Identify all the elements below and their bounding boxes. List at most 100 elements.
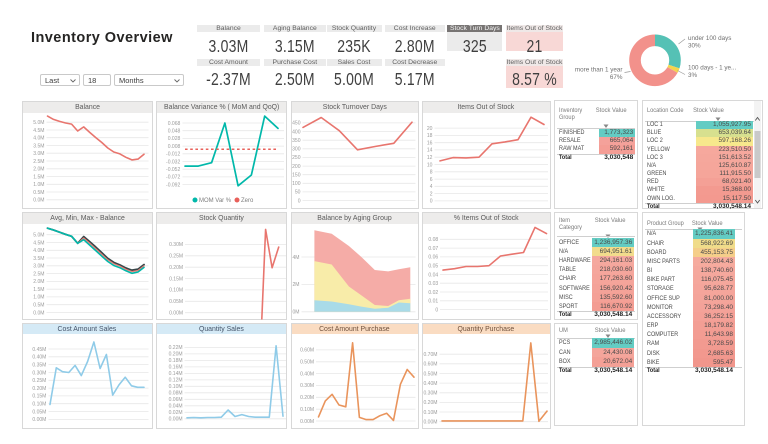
svg-text:0.30M: 0.30M [300, 383, 314, 389]
svg-text:1.0M: 1.0M [33, 294, 44, 300]
svg-text:2.0M: 2.0M [33, 166, 44, 172]
svg-text:5.0M: 5.0M [33, 232, 44, 238]
svg-text:8: 8 [429, 169, 432, 175]
svg-text:14: 14 [426, 147, 432, 153]
svg-text:0.60M: 0.60M [300, 348, 314, 354]
svg-text:0.05: 0.05 [428, 263, 438, 269]
svg-text:MOM Var %: MOM Var % [199, 198, 232, 204]
svg-text:0.45M: 0.45M [32, 347, 46, 353]
svg-text:350: 350 [292, 138, 301, 144]
svg-text:3.0M: 3.0M [33, 263, 44, 269]
svg-text:0.06M: 0.06M [168, 397, 182, 403]
svg-text:2.5M: 2.5M [33, 158, 44, 164]
svg-text:450: 450 [292, 120, 301, 126]
svg-text:0.048: 0.048 [167, 128, 180, 134]
svg-text:250: 250 [292, 155, 301, 161]
svg-text:-0.012: -0.012 [166, 151, 180, 157]
svg-text:67%: 67% [610, 74, 623, 81]
svg-text:-0.072: -0.072 [166, 174, 180, 180]
svg-text:0.06: 0.06 [428, 254, 438, 260]
svg-text:0.10M: 0.10M [169, 287, 183, 293]
svg-text:0.028: 0.028 [167, 136, 180, 142]
svg-text:0.50M: 0.50M [423, 371, 437, 377]
svg-text:0.15M: 0.15M [169, 276, 183, 282]
svg-text:12: 12 [426, 155, 432, 161]
svg-text:0.00M: 0.00M [169, 310, 183, 316]
svg-text:0.00M: 0.00M [423, 420, 437, 426]
svg-text:4.5M: 4.5M [33, 240, 44, 246]
svg-text:0.08: 0.08 [428, 237, 438, 243]
svg-text:0.20M: 0.20M [169, 265, 183, 271]
svg-text:0.20M: 0.20M [168, 352, 182, 358]
svg-text:4.5M: 4.5M [33, 127, 44, 133]
svg-text:0.05M: 0.05M [169, 299, 183, 305]
svg-text:16: 16 [426, 140, 432, 146]
svg-text:3.5M: 3.5M [33, 143, 44, 149]
svg-text:0.50M: 0.50M [300, 360, 314, 366]
svg-text:0.01: 0.01 [428, 298, 438, 304]
svg-text:3%: 3% [688, 72, 698, 79]
svg-text:0.30M: 0.30M [169, 242, 183, 248]
svg-text:4M: 4M [292, 254, 299, 260]
svg-text:0.18M: 0.18M [168, 358, 182, 364]
svg-text:0.5M: 0.5M [33, 189, 44, 195]
svg-text:0.40M: 0.40M [423, 381, 437, 387]
svg-text:0.35M: 0.35M [32, 362, 46, 368]
svg-text:0M: 0M [292, 309, 299, 315]
svg-text:0.20M: 0.20M [32, 386, 46, 392]
svg-text:0.30M: 0.30M [423, 391, 437, 397]
svg-text:50: 50 [294, 189, 300, 195]
svg-text:0.10M: 0.10M [300, 407, 314, 413]
svg-text:4: 4 [429, 184, 432, 190]
svg-text:0.25M: 0.25M [169, 253, 183, 259]
svg-text:5.0M: 5.0M [33, 120, 44, 126]
svg-text:0.02: 0.02 [428, 289, 438, 295]
svg-text:0.40M: 0.40M [300, 371, 314, 377]
svg-text:2.5M: 2.5M [33, 271, 44, 277]
svg-text:4.0M: 4.0M [33, 248, 44, 254]
svg-text:0.22M: 0.22M [168, 345, 182, 351]
svg-text:400: 400 [292, 129, 301, 135]
svg-text:0.16M: 0.16M [168, 365, 182, 371]
svg-text:0.08M: 0.08M [168, 391, 182, 397]
svg-text:0: 0 [435, 307, 438, 313]
svg-text:0.00M: 0.00M [32, 417, 46, 423]
svg-text:0.07: 0.07 [428, 245, 438, 251]
svg-text:0.0M: 0.0M [33, 197, 44, 203]
svg-text:0.10M: 0.10M [32, 402, 46, 408]
svg-text:0: 0 [429, 198, 432, 204]
svg-text:20: 20 [426, 125, 432, 131]
svg-text:0.10M: 0.10M [423, 410, 437, 416]
svg-text:3.5M: 3.5M [33, 255, 44, 261]
svg-text:0.04: 0.04 [428, 272, 438, 278]
svg-text:1.0M: 1.0M [33, 182, 44, 188]
svg-text:0.03: 0.03 [428, 281, 438, 287]
svg-text:0: 0 [297, 198, 300, 204]
svg-text:2: 2 [429, 191, 432, 197]
svg-text:0.70M: 0.70M [423, 352, 437, 358]
svg-text:100: 100 [292, 181, 301, 187]
svg-text:2M: 2M [292, 282, 299, 288]
svg-text:0.00M: 0.00M [300, 419, 314, 425]
svg-text:0.25M: 0.25M [32, 378, 46, 384]
svg-text:-0.052: -0.052 [166, 166, 180, 172]
svg-text:3.0M: 3.0M [33, 151, 44, 157]
svg-text:-0.092: -0.092 [166, 182, 180, 188]
svg-text:18: 18 [426, 133, 432, 139]
svg-text:0.14M: 0.14M [168, 371, 182, 377]
svg-text:0.0M: 0.0M [33, 310, 44, 316]
svg-text:200: 200 [292, 163, 301, 169]
svg-text:300: 300 [292, 146, 301, 152]
svg-text:0.15M: 0.15M [32, 394, 46, 400]
svg-text:0.05M: 0.05M [32, 409, 46, 415]
svg-text:-0.032: -0.032 [166, 159, 180, 165]
svg-text:0.30M: 0.30M [32, 370, 46, 376]
svg-text:100 days - 1 ye...: 100 days - 1 ye... [688, 65, 737, 72]
svg-text:0.20M: 0.20M [300, 395, 314, 401]
svg-text:0.10M: 0.10M [168, 384, 182, 390]
svg-text:4.0M: 4.0M [33, 135, 44, 141]
svg-text:more than 1 year: more than 1 year [575, 67, 623, 74]
svg-text:1.5M: 1.5M [33, 287, 44, 293]
svg-text:0.40M: 0.40M [32, 355, 46, 361]
svg-text:30%: 30% [688, 43, 701, 50]
